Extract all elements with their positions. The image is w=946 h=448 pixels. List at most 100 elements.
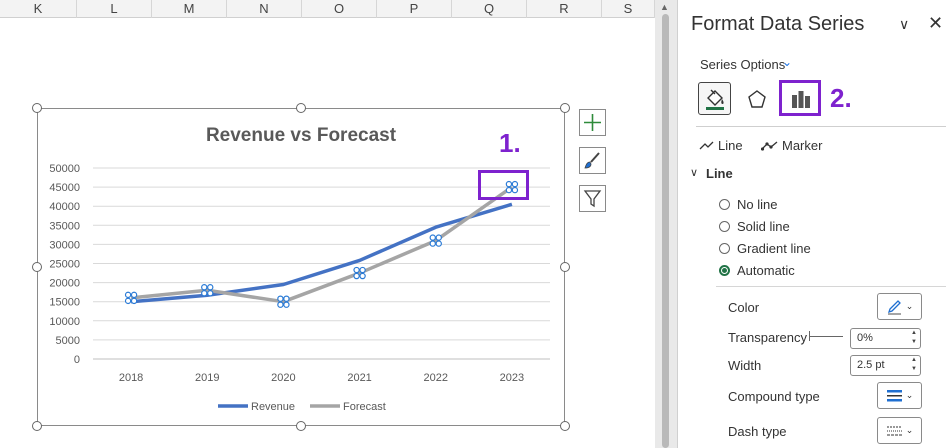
line-subtab-label: Line bbox=[718, 138, 743, 153]
data-point-selection-handle[interactable] bbox=[277, 295, 290, 308]
color-label: Color bbox=[728, 300, 760, 315]
paint-bucket-icon bbox=[705, 89, 724, 110]
radio-button-selected[interactable] bbox=[719, 265, 730, 276]
plus-icon bbox=[584, 114, 601, 131]
resize-handle-right[interactable] bbox=[560, 262, 570, 272]
series-line-revenue[interactable] bbox=[130, 202, 513, 304]
column-header-o[interactable]: O bbox=[302, 0, 377, 18]
chevron-down-icon[interactable]: ∨ bbox=[899, 16, 910, 32]
legend-label[interactable]: Forecast bbox=[343, 401, 386, 413]
series-options-dropdown[interactable]: Series Options bbox=[700, 57, 786, 72]
chart-plot-area[interactable]: 0 5000 10000 15000 20000 25000 30000 35000 40000… bbox=[38, 109, 566, 427]
compound-type-dropdown[interactable]: ⌄ bbox=[877, 382, 922, 409]
line-chart[interactable]: Revenue vs Forecast 0 5000 10000 15000 20000… bbox=[37, 108, 565, 426]
radio-label: Gradient line bbox=[737, 241, 811, 256]
bar-chart-icon bbox=[791, 90, 810, 108]
fill-and-line-tab[interactable] bbox=[698, 82, 731, 115]
y-tick-label: 10000 bbox=[49, 316, 80, 328]
y-tick-label: 20000 bbox=[49, 278, 80, 290]
dash-type-dropdown[interactable]: ⌄ bbox=[877, 417, 922, 444]
y-tick-label: 30000 bbox=[49, 239, 80, 251]
resize-handle-bottom[interactable] bbox=[296, 421, 306, 431]
resize-handle-left[interactable] bbox=[32, 262, 42, 272]
scroll-up-arrow-icon[interactable]: ▲ bbox=[660, 2, 669, 12]
data-point-selection-handle[interactable] bbox=[124, 291, 138, 305]
spinner-arrows-icon[interactable]: ▲ ▼ bbox=[911, 330, 917, 345]
radio-label: Automatic bbox=[737, 263, 795, 278]
close-icon[interactable]: ✕ bbox=[928, 13, 944, 33]
compound-type-label: Compound type bbox=[728, 389, 820, 404]
paintbrush-icon bbox=[584, 152, 600, 169]
scrollbar-thumb[interactable] bbox=[662, 14, 669, 448]
column-header-q[interactable]: Q bbox=[452, 0, 527, 18]
y-tick-label: 35000 bbox=[49, 220, 80, 232]
series-line-forecast[interactable] bbox=[130, 185, 513, 304]
resize-handle-top-right[interactable] bbox=[560, 103, 570, 113]
chevron-down-icon: ⌄ bbox=[905, 425, 914, 435]
width-input[interactable]: 2.5 pt ▲ ▼ bbox=[850, 355, 921, 376]
no-line-option[interactable]: No line bbox=[719, 197, 777, 212]
width-label: Width bbox=[728, 358, 762, 373]
data-point-selection-handle[interactable] bbox=[429, 234, 442, 247]
chevron-down-icon: ⌄ bbox=[905, 390, 914, 400]
resize-handle-bottom-right[interactable] bbox=[560, 421, 570, 431]
step-1-highlight-box bbox=[478, 170, 529, 200]
data-point-selection-handle[interactable] bbox=[201, 284, 214, 297]
transparency-input[interactable]: 0% ▲ ▼ bbox=[850, 328, 921, 349]
column-header-n[interactable]: N bbox=[227, 0, 302, 18]
step-1-annotation: 1. bbox=[499, 128, 521, 158]
data-point-selection-handle[interactable] bbox=[505, 180, 519, 194]
radio-button[interactable] bbox=[719, 243, 730, 254]
line-color-dropdown[interactable]: ⌄ bbox=[877, 293, 922, 320]
marker-line-icon bbox=[761, 141, 778, 151]
effects-tab[interactable] bbox=[740, 82, 773, 115]
series-options-tab[interactable] bbox=[784, 82, 817, 115]
line-icon bbox=[699, 141, 714, 149]
line-subtab[interactable]: Line bbox=[699, 138, 743, 153]
column-header-k[interactable]: K bbox=[0, 0, 77, 18]
section-expand-chevron-icon[interactable]: ∨ bbox=[690, 167, 699, 179]
chart-title[interactable]: Revenue vs Forecast bbox=[205, 125, 397, 146]
column-header-m[interactable]: M bbox=[152, 0, 227, 18]
spinner-arrows-icon[interactable]: ▲ ▼ bbox=[911, 357, 917, 372]
dash-lines-icon bbox=[886, 426, 902, 435]
chart-elements-button[interactable] bbox=[579, 109, 606, 136]
transparency-value: 0% bbox=[857, 332, 873, 344]
x-tick-label: 2023 bbox=[500, 372, 524, 384]
automatic-option[interactable]: Automatic bbox=[719, 263, 795, 278]
resize-handle-bottom-left[interactable] bbox=[32, 421, 42, 431]
series-options-chevron-icon[interactable]: ⌄ bbox=[782, 55, 793, 69]
radio-button[interactable] bbox=[719, 221, 730, 232]
pen-color-icon bbox=[887, 300, 901, 315]
step-2-highlight-box bbox=[779, 80, 821, 116]
y-tick-label: 5000 bbox=[56, 335, 80, 347]
marker-subtab[interactable]: Marker bbox=[761, 138, 822, 153]
radio-button[interactable] bbox=[719, 199, 730, 210]
transparency-slider[interactable] bbox=[809, 336, 843, 337]
step-2-annotation: 2. bbox=[830, 83, 852, 113]
x-tick-label: 2019 bbox=[195, 372, 219, 384]
line-section-header[interactable]: Line bbox=[706, 166, 733, 181]
column-header-r[interactable]: R bbox=[527, 0, 602, 18]
width-value: 2.5 pt bbox=[857, 359, 885, 371]
data-point-selection-handle[interactable] bbox=[353, 266, 366, 280]
tab-divider bbox=[696, 126, 946, 127]
x-tick-label: 2018 bbox=[119, 372, 143, 384]
chevron-down-icon: ⌄ bbox=[905, 301, 914, 311]
resize-handle-top-left[interactable] bbox=[32, 103, 42, 113]
column-header-p[interactable]: P bbox=[377, 0, 452, 18]
x-tick-label: 2020 bbox=[271, 372, 295, 384]
chart-styles-button[interactable] bbox=[579, 147, 606, 174]
filter-icon bbox=[583, 190, 602, 208]
solid-line-option[interactable]: Solid line bbox=[719, 219, 790, 234]
resize-handle-top[interactable] bbox=[296, 103, 306, 113]
marker-subtab-label: Marker bbox=[782, 138, 823, 153]
chart-filters-button[interactable] bbox=[579, 185, 606, 212]
y-tick-label: 45000 bbox=[49, 182, 80, 194]
column-header-l[interactable]: L bbox=[77, 0, 152, 18]
column-header-s[interactable]: S bbox=[602, 0, 655, 18]
gradient-line-option[interactable]: Gradient line bbox=[719, 241, 811, 256]
section-divider bbox=[716, 286, 946, 287]
legend-label[interactable]: Revenue bbox=[251, 401, 295, 413]
